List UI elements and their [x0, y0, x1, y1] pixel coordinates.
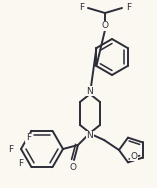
Text: F: F	[26, 133, 31, 142]
Text: O: O	[70, 162, 76, 171]
Text: N: N	[87, 131, 93, 140]
Text: F: F	[126, 4, 131, 12]
Text: O: O	[101, 21, 108, 30]
Text: F: F	[8, 145, 13, 153]
Text: N: N	[87, 86, 93, 96]
Text: F: F	[18, 159, 24, 168]
Text: F: F	[79, 4, 84, 12]
Text: O: O	[130, 152, 138, 161]
